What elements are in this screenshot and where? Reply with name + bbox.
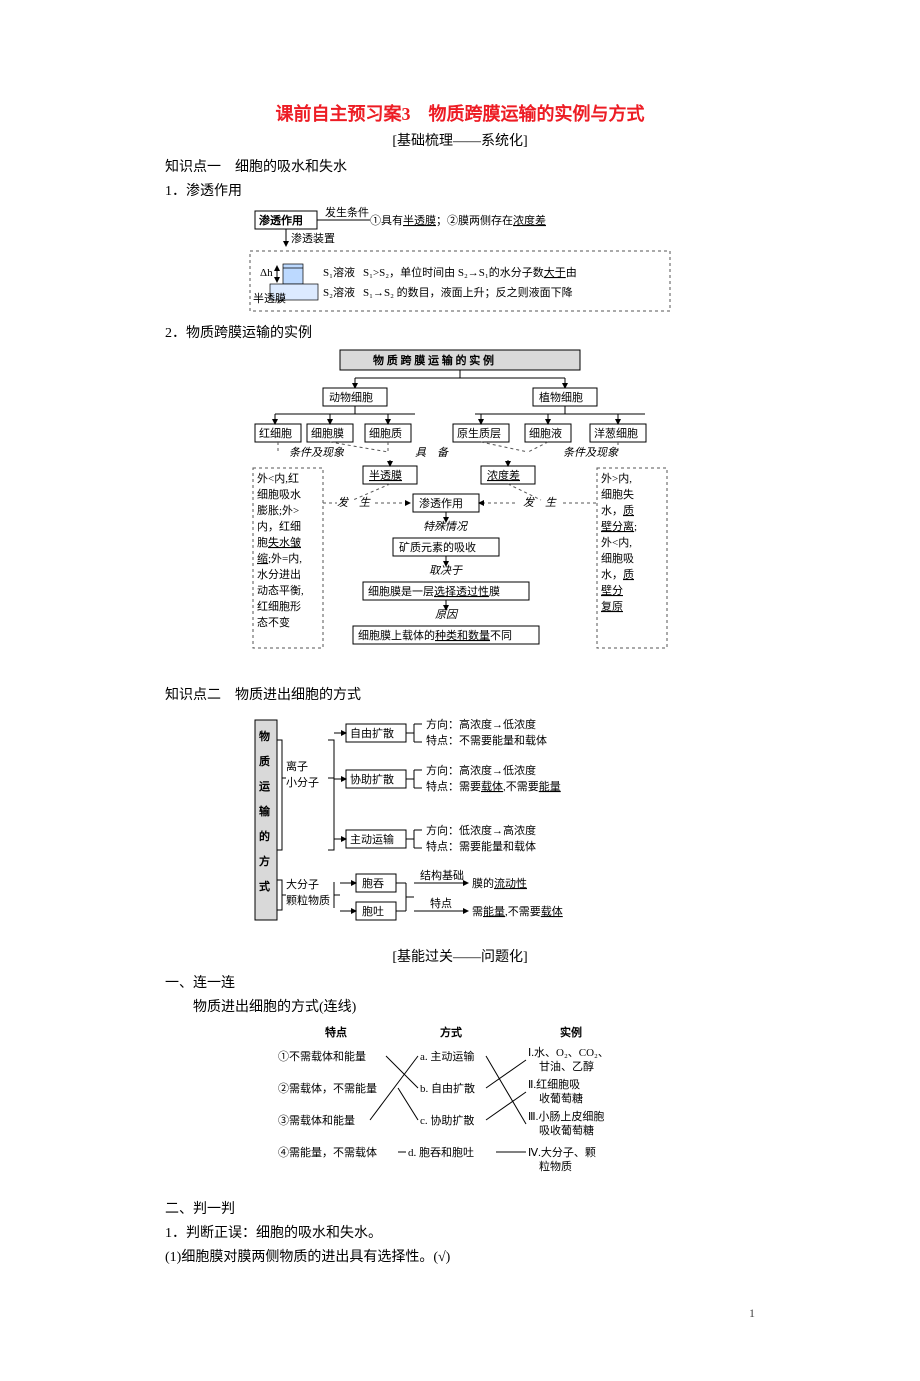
d2-conc: 浓度差: [487, 468, 520, 482]
d2-header: 物 质 跨 膜 运 输 的 实 例: [373, 353, 494, 367]
d4-c21: b. 自由扩散: [420, 1081, 475, 1095]
d2-plant: 植物细胞: [539, 390, 583, 404]
d1-device: 渗透装置: [291, 231, 335, 245]
d2-selective: 细胞膜是一层选择透过性膜: [368, 584, 500, 598]
svg-text:细胞膜: 细胞膜: [311, 427, 344, 440]
d1-r1: S₁>S₂，单位时间由 S₂→S₁的水分子数大于由: [363, 265, 577, 279]
d4-h1: 方式: [440, 1025, 462, 1039]
d3-tp3: 胞吞: [362, 877, 384, 890]
d4-c35: 吸收葡萄糖: [528, 1123, 594, 1137]
d3-left4: 颗粒物质: [286, 893, 330, 907]
d2-animal: 动物细胞: [329, 390, 373, 404]
d4-c30: Ⅰ.水、O₂、CO₂、: [528, 1046, 609, 1059]
sec2-sub: 1．判断正误：细胞的吸水和失水。: [165, 1222, 755, 1242]
d3-r4lbl: 结构基础: [420, 868, 464, 882]
d1-dh: Δh: [260, 267, 273, 279]
svg-text:原生质层: 原生质层: [457, 426, 501, 440]
d1-cond-lbl: 发生条件: [325, 206, 369, 219]
d4-c13: ④需能量，不需载体: [278, 1145, 377, 1159]
d2-special: 特殊情况: [423, 520, 469, 533]
d2-cond-right: 条件及现象: [563, 446, 619, 459]
d4-c11: ②需载体，不需能量: [278, 1081, 377, 1095]
page-number: 1: [165, 1306, 755, 1321]
d4-c34: Ⅲ.小肠上皮细胞: [528, 1110, 604, 1123]
diagram-match: 特点 方式 实例 ①不需载体和能量 ②需载体，不需能量 ③需载体和能量 ④需能量…: [270, 1022, 650, 1192]
d2-carrier: 细胞膜上载体的种类和数量不同: [358, 628, 512, 642]
d4-c33: 收葡萄糖: [528, 1091, 583, 1105]
subtitle-1: [基础梳理——系统化]: [165, 130, 755, 150]
d4-c12: ③需载体和能量: [278, 1113, 355, 1127]
sec1-sub: 物质进出细胞的方式(连线): [165, 996, 755, 1016]
d4-c36: Ⅳ.大分子、颗: [528, 1145, 596, 1159]
diagram-transport-modes: 物质运 输的方式 离子 小分子 大分子 颗粒物质 自由扩散 协助扩散 主动运输 …: [250, 710, 670, 940]
d3-tp2: 主动运输: [350, 832, 394, 846]
svg-text:细胞液: 细胞液: [529, 426, 562, 440]
d2-cond-left: 条件及现象: [289, 446, 345, 459]
diagram-examples: 物 质 跨 膜 运 输 的 实 例 动物细胞 植物细胞 红细胞 细胞膜 细胞质 …: [245, 348, 675, 678]
d3-r1a: 方向：高浓度→低浓度: [426, 717, 536, 731]
d4-h2: 实例: [560, 1025, 582, 1039]
svg-text:洋葱细胞: 洋葱细胞: [594, 426, 638, 440]
d1-cond: ①具有半透膜；②膜两侧存在浓度差: [370, 213, 546, 227]
sec1: 一、连一连: [165, 972, 755, 992]
d4-c31: 甘油、乙醇: [528, 1059, 594, 1073]
d2-osmo: 渗透作用: [419, 496, 463, 510]
d2-left-text: 外<内,红 细胞吸水 膨胀;外> 内，红细 胞失水皱 缩;外=内, 水分进出 动…: [257, 471, 307, 629]
d3-r2b: 特点：需要载体,不需要能量: [426, 779, 561, 793]
d3-r3b: 特点：需要能量和载体: [426, 839, 536, 853]
d2-fs1: 发 生: [337, 496, 371, 509]
d4-c32: Ⅱ.红细胞吸: [528, 1078, 580, 1091]
diagram-osmosis: 渗透作用 发生条件 ①具有半透膜；②膜两侧存在浓度差 渗透装置 Δh 半透膜 S…: [245, 206, 675, 316]
svg-text:红细胞: 红细胞: [259, 427, 292, 440]
d3-r1b: 特点：不需要能量和载体: [426, 733, 547, 747]
d3-tp1: 协助扩散: [350, 772, 394, 786]
d2-right-text: 外>内, 细胞失 水，质 壁分离; 外<内, 细胞吸 水，质 壁分 复原: [601, 471, 640, 613]
d3-left2: 小分子: [286, 776, 319, 789]
d4-c23: d. 胞吞和胞吐: [408, 1146, 474, 1159]
svg-text:细胞质: 细胞质: [369, 427, 402, 440]
kp1-head: 知识点一 细胞的吸水和失水: [165, 156, 755, 176]
d2-fs2: 发 生: [523, 496, 557, 509]
d3-r5lbl: 特点: [430, 896, 452, 910]
sec2: 二、判一判: [165, 1198, 755, 1218]
d2-spm: 半透膜: [369, 468, 402, 482]
d3-r3a: 方向：低浓度→高浓度: [426, 823, 536, 837]
subtitle-2: [基能过关——问题化]: [165, 946, 755, 966]
d2-depends: 取决于: [429, 564, 463, 577]
d2-reason: 原因: [435, 609, 459, 621]
d4-c10: ①不需载体和能量: [278, 1049, 366, 1063]
d3-r5: 需能量,不需要载体: [472, 904, 563, 918]
d2-row1: 红细胞 细胞膜 细胞质 原生质层 细胞液 洋葱细胞: [255, 424, 646, 442]
d1-r2: S₁→S₂ 的数目，液面上升；反之则液面下降: [363, 285, 573, 299]
d2-mineral: 矿质元素的吸收: [399, 540, 476, 554]
page-title: 课前自主预习案3 物质跨膜运输的实例与方式: [165, 100, 755, 126]
d4-c37: 粒物质: [528, 1159, 572, 1173]
d3-r4: 膜的流动性: [472, 876, 527, 890]
d1-s2: S₂溶液: [323, 285, 355, 299]
d1-spm: 半透膜: [253, 291, 286, 305]
kp1-2: 2．物质跨膜运输的实例: [165, 322, 755, 342]
d4-h0: 特点: [325, 1025, 347, 1039]
d3-left1: 离子: [286, 759, 308, 773]
kp1-1: 1．渗透作用: [165, 180, 755, 200]
d1-s1: S₁溶液: [323, 265, 355, 279]
d3-tp0: 自由扩散: [350, 726, 394, 740]
d2-cond-center: 具 备: [415, 446, 449, 459]
d3-r2a: 方向：高浓度→低浓度: [426, 763, 536, 777]
d4-c20: a. 主动运输: [420, 1049, 474, 1063]
d3-left3: 大分子: [286, 877, 319, 891]
judge1: (1)细胞膜对膜两侧物质的进出具有选择性。(√): [165, 1246, 755, 1266]
d1-title: 渗透作用: [259, 213, 303, 227]
d3-tp4: 胞吐: [362, 905, 384, 918]
kp2-head: 知识点二 物质进出细胞的方式: [165, 684, 755, 704]
d4-c22: c. 协助扩散: [420, 1113, 474, 1127]
